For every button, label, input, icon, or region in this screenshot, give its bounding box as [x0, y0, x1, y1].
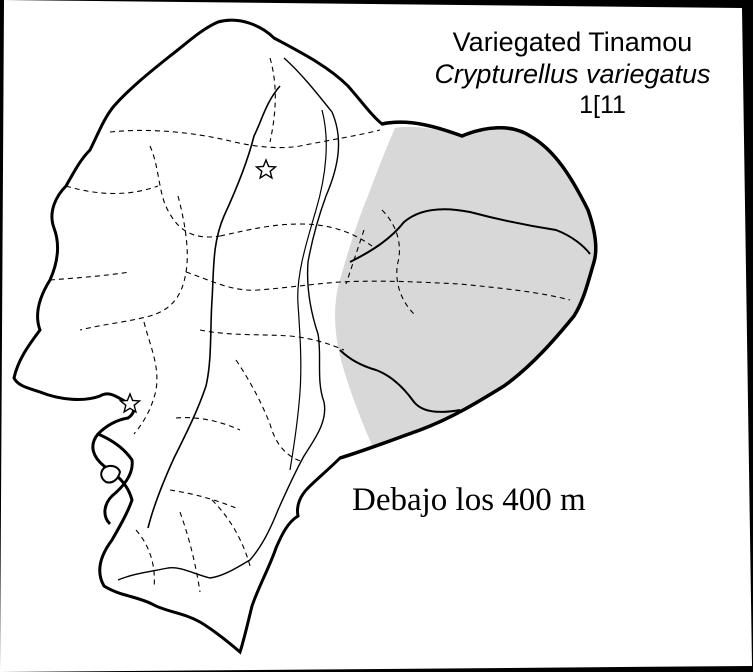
gulf-coastline — [97, 432, 134, 526]
range-boundary-west — [333, 127, 395, 449]
coastal-range-line — [289, 109, 327, 471]
andes-east-line — [117, 57, 340, 581]
river-central — [339, 349, 461, 413]
andes-crest-line — [147, 85, 281, 529]
river-north — [349, 208, 591, 263]
map-title-block: Variegated Tinamou Crypturellus variegat… — [400, 26, 745, 120]
species-common-name: Variegated Tinamou — [452, 27, 693, 57]
species-scientific-name: Crypturellus variegatus — [434, 59, 711, 89]
range-area-below-400m — [334, 126, 596, 449]
map-code: 1[11 — [579, 91, 626, 119]
star-marker-guayaquil — [118, 392, 142, 414]
country-outline-east — [339, 120, 598, 460]
puna-island — [100, 464, 122, 484]
star-marker-quito — [254, 158, 278, 180]
elevation-range-label: Debajo los 400 m — [352, 482, 586, 518]
province-boundaries — [49, 57, 571, 593]
